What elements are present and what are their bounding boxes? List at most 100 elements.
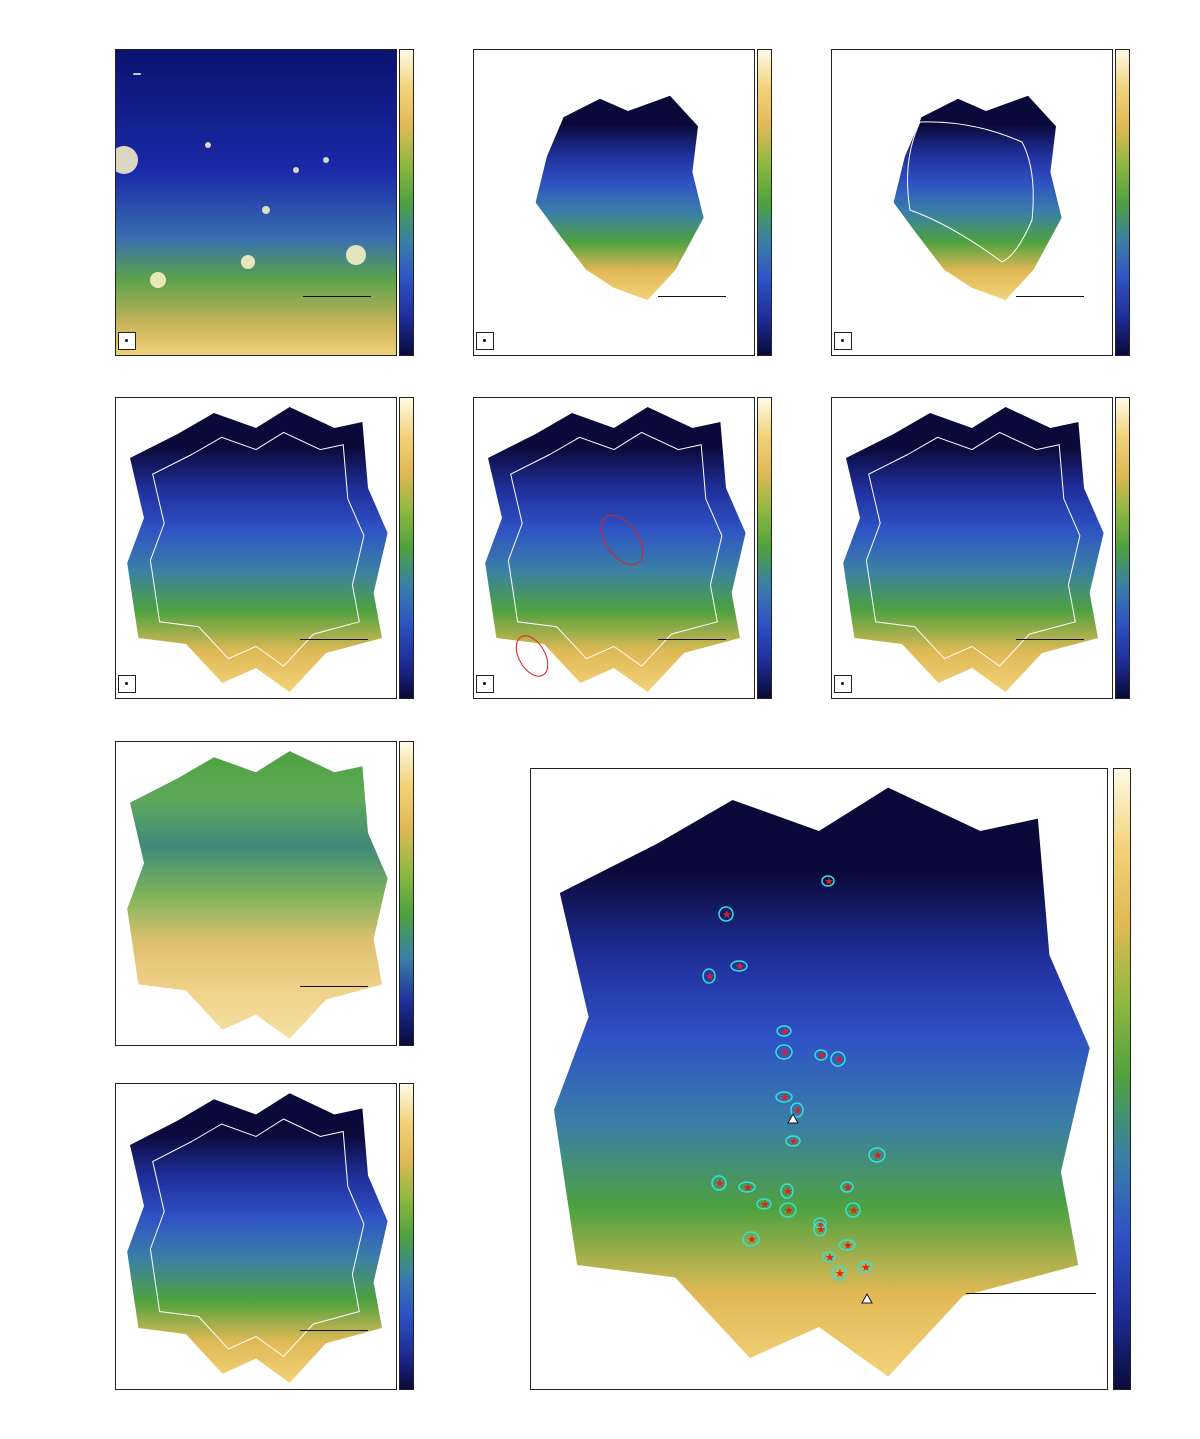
bright-source [205, 142, 211, 148]
map-image-a [116, 142, 366, 288]
panel-a-scale-bar [303, 296, 413, 299]
panel-d-beam [118, 675, 136, 693]
star-marker: ★ [789, 1135, 799, 1148]
panel-h-map [115, 1083, 397, 1390]
panel-e-scale-bar [658, 639, 768, 642]
panel-g-colorbar [399, 741, 414, 1046]
star-marker: ★ [783, 1185, 793, 1198]
star-marker: ★ [722, 908, 732, 921]
scale-line [300, 986, 368, 987]
map-image-b [535, 95, 704, 301]
bright-source [241, 255, 255, 269]
panel-h-colorbar [399, 1083, 414, 1390]
source-ellipse [813, 1221, 827, 1237]
star-marker: ★ [849, 1204, 859, 1217]
star-marker: ★ [735, 960, 745, 973]
star-marker: ★ [793, 1104, 803, 1117]
source-ellipse [756, 1198, 772, 1210]
source-ellipse [775, 1044, 793, 1060]
source-ellipse [779, 1202, 797, 1218]
emission-map [127, 751, 388, 1039]
emission-map [485, 407, 746, 692]
source-ellipse [780, 1183, 794, 1199]
source-ellipse [830, 1051, 846, 1067]
star-marker: ★ [861, 1261, 871, 1274]
star-marker: ★ [780, 1046, 790, 1059]
source-ellipse [814, 1049, 828, 1061]
map-image-i: ★★★★★★ ★ ★★★★★★★ ★ ★★ ★★★★★★★★★ [554, 787, 1090, 1377]
coverage-contour [507, 431, 723, 667]
star-marker: ★ [784, 1204, 794, 1217]
scale-line [1016, 639, 1084, 640]
emission-map [893, 95, 1062, 301]
triangle-marker [787, 1112, 799, 1124]
beam-dot [841, 682, 844, 685]
map-image-d [127, 407, 388, 692]
source-ellipse [711, 1175, 727, 1191]
region-ellipse [515, 635, 549, 677]
emission-map [127, 407, 388, 692]
star-marker: ★ [835, 1267, 845, 1280]
star-marker: ★ [843, 1239, 853, 1252]
emission-map [843, 407, 1104, 692]
star-marker: ★ [760, 1198, 770, 1211]
panel-b-map [473, 49, 755, 356]
beam-dot [125, 682, 128, 685]
scale-line [300, 639, 368, 640]
coverage-contour [865, 431, 1081, 667]
panel-c-colorbar [1115, 49, 1130, 356]
map-image-e [485, 407, 746, 692]
source-ellipse [730, 960, 748, 972]
source-ellipse [738, 1181, 756, 1193]
source-ellipse [775, 1091, 793, 1103]
panel-g-map [115, 741, 397, 1046]
panel-a-colorbar [399, 49, 414, 356]
panel-h-scale-bar [300, 1330, 410, 1333]
star-marker: ★ [834, 1053, 844, 1066]
scale-line [966, 1293, 1096, 1294]
emission-map [535, 95, 704, 301]
emission-map [127, 1093, 388, 1383]
panel-c-beam [834, 332, 852, 350]
coverage-contour [907, 121, 1034, 263]
source-ellipse [776, 1025, 792, 1037]
map-image-f [843, 407, 1104, 692]
region-ellipse [600, 514, 644, 566]
scale-line [300, 1330, 368, 1331]
star-marker: ★ [780, 1025, 790, 1038]
scale-line [303, 296, 371, 297]
panel-b-scale-bar [658, 296, 768, 299]
star-marker: ★ [843, 1181, 853, 1194]
panel-f-colorbar [1115, 397, 1130, 699]
beam-dot [841, 339, 844, 342]
panel-a-label [133, 73, 141, 75]
panel-f-beam [834, 675, 852, 693]
star-marker: ★ [825, 1251, 835, 1264]
panel-e-map [473, 397, 755, 699]
star-marker: ★ [747, 1233, 757, 1246]
star-marker: ★ [816, 1223, 826, 1236]
source-ellipse [831, 1265, 847, 1281]
scale-line [658, 639, 726, 640]
map-image-g [127, 751, 388, 1039]
triangle-marker [861, 1292, 873, 1304]
source-ellipse [718, 906, 734, 922]
scale-line [658, 296, 726, 297]
emission-map [554, 787, 1090, 1377]
beam-dot [483, 682, 486, 685]
source-ellipse [742, 1231, 760, 1247]
star-marker: ★ [705, 970, 715, 983]
panel-a-map [115, 49, 397, 356]
star-marker: ★ [816, 1217, 826, 1230]
star-marker: ★ [824, 875, 834, 888]
bright-source [346, 245, 366, 265]
coverage-contour [149, 431, 365, 667]
panel-e-beam [476, 675, 494, 693]
bright-source [116, 146, 138, 174]
star-marker: ★ [873, 1149, 883, 1162]
bright-source [323, 157, 329, 163]
source-ellipse [840, 1181, 854, 1193]
star-marker: ★ [715, 1177, 725, 1190]
source-ellipse [813, 1217, 827, 1229]
panel-a-beam [118, 332, 136, 350]
